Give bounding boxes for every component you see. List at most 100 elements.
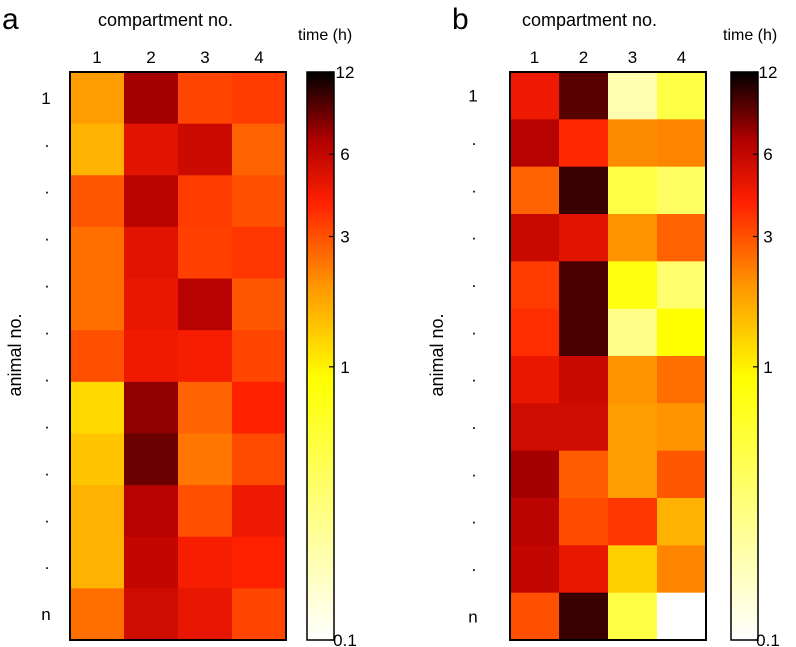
panel-a-colorbar (306, 71, 335, 641)
heatmap-cell (178, 123, 233, 176)
heatmap-cell (510, 592, 560, 641)
colorbar-tick-label: 1 (340, 358, 349, 377)
panel-a-y-ticks: 1.......... n (41, 89, 50, 624)
heatmap-cell (657, 214, 707, 262)
panel-a-title: compartment no. (98, 10, 233, 30)
heatmap-cell (510, 403, 560, 452)
panel-a-colorbar-title: time (h) (298, 27, 352, 44)
heatmap-cell (510, 261, 560, 310)
y-tick-label: n (468, 607, 477, 626)
panel-b-frame (509, 71, 707, 641)
heatmap-cell (510, 308, 560, 357)
heatmap-cell (608, 592, 658, 641)
panel-a-label: a (2, 3, 19, 36)
panel-b-colorbar-title: time (h) (723, 27, 777, 44)
heatmap-cell (608, 119, 658, 168)
heatmap-cell (510, 72, 560, 120)
heatmap-cell (510, 166, 560, 215)
heatmap-cell (232, 330, 287, 383)
heatmap-cell (178, 72, 233, 125)
heatmap-cell (559, 214, 609, 262)
heatmap-cell (657, 403, 707, 452)
heatmap-cell (232, 588, 287, 641)
heatmap-cell (70, 381, 125, 435)
colorbar-tick-label: 12 (759, 63, 778, 82)
heatmap-cell (559, 403, 609, 452)
heatmap-cell (124, 381, 179, 435)
colorbar-tick-label: 3 (763, 228, 772, 247)
heatmap-cell (124, 123, 179, 176)
panel-a-frame (69, 71, 287, 641)
y-tick-label: . (472, 414, 477, 433)
heatmap-cell (657, 356, 707, 404)
panel-a-x-ticks: 1 2 3 4 (92, 48, 263, 67)
heatmap-cell (124, 433, 179, 486)
heatmap-cell (178, 381, 233, 435)
y-tick-label: 1 (41, 89, 50, 108)
x-tick-label: 3 (628, 48, 637, 67)
heatmap-cell (608, 356, 658, 404)
heatmap-cell (70, 485, 125, 538)
x-tick-label: 2 (579, 48, 588, 67)
heatmap-cell (510, 214, 560, 262)
heatmap-cell (608, 166, 658, 215)
y-tick-label: . (472, 177, 477, 196)
panel-b-colorbar-ticks: 12 6 3 1 0.1 (753, 63, 780, 647)
heatmap-cell (657, 72, 707, 120)
y-tick-label: . (45, 179, 50, 198)
y-tick-label: . (472, 556, 477, 575)
y-tick-label: . (472, 367, 477, 386)
heatmap-cell (608, 308, 658, 357)
colorbar-tick-label: 6 (340, 145, 349, 164)
heatmap-cell (124, 278, 179, 331)
heatmap-cell (232, 381, 287, 435)
panel-b-label: b (452, 3, 469, 36)
heatmap-cell (510, 450, 560, 499)
heatmap-cell (70, 588, 125, 641)
heatmap-cell (178, 278, 233, 331)
heatmap-cell (70, 536, 125, 589)
y-tick-label: . (45, 226, 50, 245)
heatmap-cell (559, 498, 609, 546)
heatmap-cell (70, 123, 125, 176)
x-tick-label: 2 (146, 48, 155, 67)
heatmap-cell (124, 175, 179, 228)
heatmap-cell (559, 72, 609, 120)
heatmap-cell (70, 175, 125, 228)
heatmap-cell (608, 498, 658, 546)
heatmap-cell (559, 119, 609, 168)
heatmap-cell (559, 592, 609, 641)
y-tick-label: . (45, 320, 50, 339)
y-tick-label: . (45, 413, 50, 432)
heatmap-cell (510, 356, 560, 404)
heatmap-cell (232, 433, 287, 486)
x-tick-label: 1 (92, 48, 101, 67)
heatmap-cell (124, 588, 179, 641)
heatmap-cell (232, 226, 287, 280)
panel-b-cells (510, 72, 707, 641)
heatmap-cell (232, 485, 287, 538)
heatmap-cell (608, 261, 658, 310)
y-tick-label: . (472, 319, 477, 338)
heatmap-cell (559, 356, 609, 404)
y-tick-label: . (45, 460, 50, 479)
panel-a-colorbar-ticks: 12 6 3 1 0.1 (329, 63, 357, 647)
heatmap-cell (608, 72, 658, 120)
colorbar-tick-label: 0.1 (333, 631, 357, 647)
panel-b-x-ticks: 1 2 3 4 (530, 48, 686, 67)
y-tick-label: . (472, 225, 477, 244)
heatmap-cell (178, 175, 233, 228)
heatmap-cell (559, 261, 609, 310)
panel-b-colorbar (730, 71, 759, 641)
heatmap-cell (178, 330, 233, 383)
heatmap-cell (124, 330, 179, 383)
heatmap-cell (70, 226, 125, 280)
heatmap-cell (657, 592, 707, 641)
heatmap-cell (657, 498, 707, 546)
x-tick-label: 4 (677, 48, 686, 67)
y-tick-label: . (472, 272, 477, 291)
heatmap-cell (559, 545, 609, 594)
